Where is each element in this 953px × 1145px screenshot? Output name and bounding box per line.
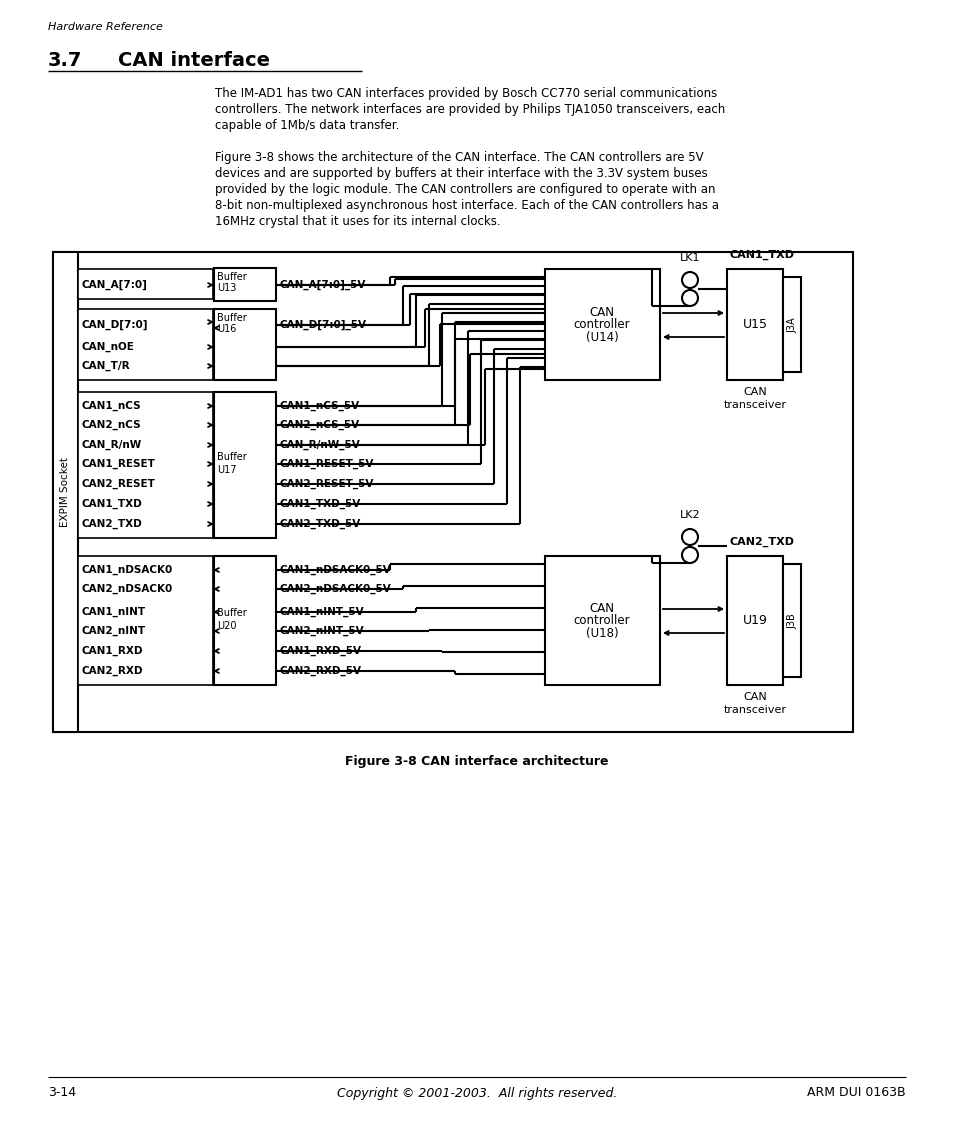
Text: ARM DUI 0163B: ARM DUI 0163B — [806, 1087, 905, 1099]
Text: Buffer: Buffer — [216, 313, 247, 323]
Text: CAN1_RXD_5V: CAN1_RXD_5V — [280, 646, 361, 656]
Text: CAN_T/R: CAN_T/R — [82, 361, 131, 371]
Text: Buffer: Buffer — [216, 608, 247, 618]
Text: U17: U17 — [216, 465, 236, 475]
Text: CAN_R/nW_5V: CAN_R/nW_5V — [280, 440, 360, 450]
Text: CAN1_nCS: CAN1_nCS — [82, 401, 141, 411]
Text: CAN1_TXD: CAN1_TXD — [729, 250, 794, 260]
Text: CAN interface: CAN interface — [118, 50, 270, 70]
Text: CAN2_TXD: CAN2_TXD — [82, 519, 143, 529]
Text: CAN2_nCS_5V: CAN2_nCS_5V — [280, 420, 359, 431]
Text: CAN1_nCS_5V: CAN1_nCS_5V — [280, 401, 359, 411]
Bar — [78, 556, 213, 685]
Text: U19: U19 — [741, 615, 766, 627]
Text: CAN2_TXD: CAN2_TXD — [729, 537, 794, 547]
Text: 3.7: 3.7 — [48, 50, 82, 70]
Circle shape — [681, 529, 698, 545]
Text: Figure 3-8 shows the architecture of the CAN interface. The CAN controllers are : Figure 3-8 shows the architecture of the… — [214, 151, 703, 165]
Text: CAN1_nINT: CAN1_nINT — [82, 607, 146, 617]
Text: CAN_D[7:0]_5V: CAN_D[7:0]_5V — [280, 319, 367, 330]
Text: CAN_R/nW: CAN_R/nW — [82, 440, 142, 450]
Text: J3B: J3B — [786, 613, 796, 629]
Text: Buffer: Buffer — [216, 452, 247, 461]
Text: CAN2_nCS: CAN2_nCS — [82, 420, 141, 431]
Text: 16MHz crystal that it uses for its internal clocks.: 16MHz crystal that it uses for its inter… — [214, 215, 500, 229]
Text: devices and are supported by buffers at their interface with the 3.3V system bus: devices and are supported by buffers at … — [214, 167, 707, 181]
Text: CAN1_nDSACK0: CAN1_nDSACK0 — [82, 564, 173, 575]
Text: CAN: CAN — [742, 692, 766, 702]
Bar — [78, 269, 213, 299]
Text: CAN1_TXD_5V: CAN1_TXD_5V — [280, 499, 361, 510]
Circle shape — [681, 290, 698, 306]
Text: CAN2_TXD_5V: CAN2_TXD_5V — [280, 519, 361, 529]
Text: CAN2_RESET_5V: CAN2_RESET_5V — [280, 479, 374, 489]
Text: transceiver: transceiver — [722, 400, 785, 410]
Text: The IM-AD1 has two CAN interfaces provided by Bosch CC770 serial communications: The IM-AD1 has two CAN interfaces provid… — [214, 87, 717, 101]
Bar — [213, 392, 275, 538]
Text: U16: U16 — [216, 324, 236, 334]
Text: CAN1_nINT_5V: CAN1_nINT_5V — [280, 607, 364, 617]
Text: EXPIM Socket: EXPIM Socket — [60, 457, 70, 527]
Bar — [78, 309, 213, 380]
Text: Copyright © 2001-2003.  All rights reserved.: Copyright © 2001-2003. All rights reserv… — [336, 1087, 617, 1099]
Text: Hardware Reference: Hardware Reference — [48, 22, 163, 32]
Text: J3A: J3A — [786, 317, 796, 333]
Text: CAN2_nINT: CAN2_nINT — [82, 626, 146, 637]
Text: CAN_A[7:0]_5V: CAN_A[7:0]_5V — [280, 279, 366, 290]
Text: CAN2_RXD_5V: CAN2_RXD_5V — [280, 666, 361, 677]
Text: LK1: LK1 — [679, 253, 700, 263]
Bar — [782, 564, 801, 677]
Circle shape — [681, 273, 698, 289]
Text: CAN1_TXD: CAN1_TXD — [82, 499, 143, 510]
Text: CAN2_nDSACK0: CAN2_nDSACK0 — [82, 584, 173, 594]
Text: CAN2_nDSACK0_5V: CAN2_nDSACK0_5V — [280, 584, 392, 594]
Bar — [53, 252, 78, 732]
Text: controller: controller — [573, 615, 630, 627]
Text: CAN1_nDSACK0_5V: CAN1_nDSACK0_5V — [280, 564, 392, 575]
Text: CAN1_RESET: CAN1_RESET — [82, 459, 155, 469]
Text: capable of 1Mb/s data transfer.: capable of 1Mb/s data transfer. — [214, 119, 399, 133]
Text: CAN2_RXD: CAN2_RXD — [82, 666, 143, 677]
Bar — [726, 269, 782, 380]
Text: CAN: CAN — [742, 387, 766, 397]
Text: controller: controller — [573, 318, 630, 332]
Text: 8-bit non-multiplexed asynchronous host interface. Each of the CAN controllers h: 8-bit non-multiplexed asynchronous host … — [214, 199, 719, 213]
Text: CAN1_RXD: CAN1_RXD — [82, 646, 143, 656]
Text: LK2: LK2 — [679, 510, 700, 520]
Bar — [726, 556, 782, 685]
Text: CAN_nOE: CAN_nOE — [82, 342, 134, 353]
Bar — [213, 309, 275, 380]
Text: transceiver: transceiver — [722, 705, 785, 714]
Bar — [544, 556, 659, 685]
Bar — [213, 556, 275, 685]
Text: Buffer: Buffer — [216, 273, 247, 282]
Text: CAN2_RESET: CAN2_RESET — [82, 479, 155, 489]
Text: provided by the logic module. The CAN controllers are configured to operate with: provided by the logic module. The CAN co… — [214, 183, 715, 197]
Text: CAN1_RESET_5V: CAN1_RESET_5V — [280, 459, 374, 469]
Bar — [544, 269, 659, 380]
Text: CAN_A[7:0]: CAN_A[7:0] — [82, 279, 148, 290]
Text: CAN: CAN — [589, 307, 614, 319]
Text: Figure 3-8 CAN interface architecture: Figure 3-8 CAN interface architecture — [345, 756, 608, 768]
Text: controllers. The network interfaces are provided by Philips TJA1050 transceivers: controllers. The network interfaces are … — [214, 103, 724, 117]
Circle shape — [681, 547, 698, 563]
Text: 3-14: 3-14 — [48, 1087, 76, 1099]
Bar — [782, 277, 801, 372]
Text: (U14): (U14) — [585, 331, 618, 344]
Bar — [78, 392, 213, 538]
Text: CAN_D[7:0]: CAN_D[7:0] — [82, 319, 149, 330]
Text: CAN: CAN — [589, 602, 614, 616]
Text: (U18): (U18) — [585, 626, 618, 640]
Text: U15: U15 — [741, 318, 767, 332]
Bar — [213, 268, 275, 301]
Bar — [53, 252, 852, 732]
Text: U20: U20 — [216, 621, 236, 631]
Text: CAN2_nINT_5V: CAN2_nINT_5V — [280, 626, 364, 637]
Text: U13: U13 — [216, 283, 236, 293]
